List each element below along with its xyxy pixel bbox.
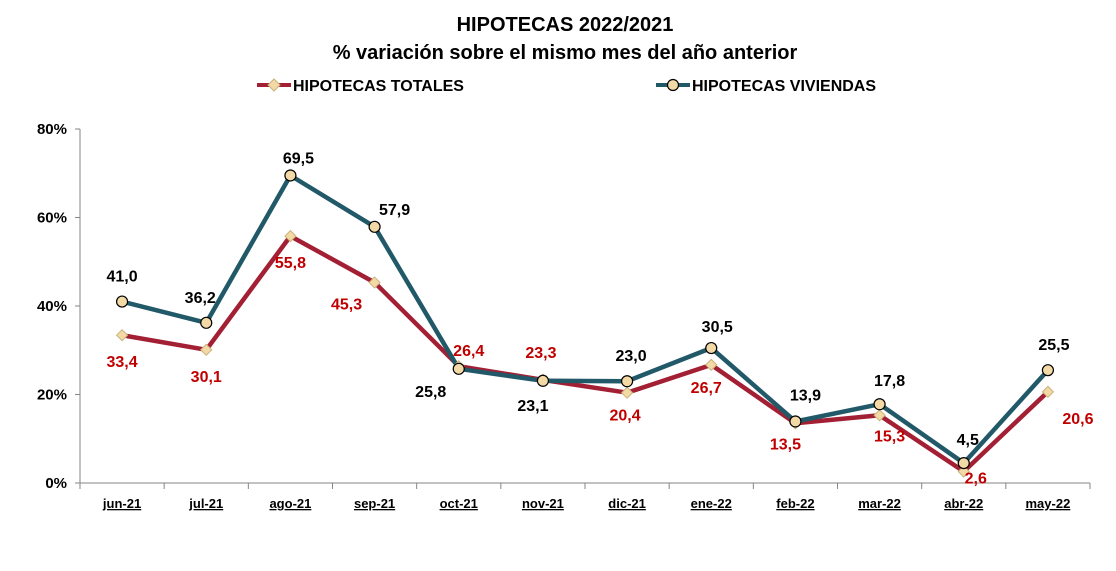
legend-label: HIPOTECAS TOTALES xyxy=(293,78,464,95)
y-tick-label: 40% xyxy=(37,298,67,315)
data-point-hipotecas-viviendas xyxy=(452,362,465,375)
data-label-hipotecas-totales: 26,4 xyxy=(453,343,484,360)
data-point-hipotecas-viviendas xyxy=(115,295,129,308)
legend: HIPOTECAS TOTALES HIPOTECAS VIVIENDAS xyxy=(257,78,876,95)
x-tick-label: nov-21 xyxy=(522,496,564,511)
legend-marker xyxy=(267,78,281,92)
data-label-hipotecas-viviendas: 25,5 xyxy=(1038,337,1069,354)
data-label-hipotecas-totales: 2,6 xyxy=(965,470,987,487)
x-tick-label: mar-22 xyxy=(858,496,901,511)
data-label-hipotecas-totales: 26,7 xyxy=(691,380,722,397)
data-label-hipotecas-totales: 15,3 xyxy=(874,428,905,445)
data-point-hipotecas-viviendas xyxy=(789,415,802,428)
data-point-hipotecas-viviendas xyxy=(200,316,213,329)
x-tick-label: dic-21 xyxy=(608,496,646,511)
data-point-hipotecas-viviendas xyxy=(284,169,297,182)
data-label-hipotecas-totales: 20,4 xyxy=(610,408,641,425)
x-tick-label: feb-22 xyxy=(776,496,814,511)
legend-item-hipotecas-totales: HIPOTECAS TOTALES xyxy=(257,78,464,95)
data-labels: 33,4 30,1 55,8 45,3 26,4 23,3 20,4 26,7 13,5 15,3… xyxy=(107,150,1094,487)
data-point-hipotecas-totales xyxy=(1041,385,1055,399)
data-label-hipotecas-viviendas: 25,8 xyxy=(415,384,446,401)
x-tick-label: jun-21 xyxy=(102,496,141,511)
data-label-hipotecas-viviendas: 30,5 xyxy=(702,319,733,336)
series-layer xyxy=(115,169,1055,478)
data-label-hipotecas-viviendas: 13,9 xyxy=(790,387,821,404)
data-point-hipotecas-totales xyxy=(115,328,129,342)
chart-subtitle: % variación sobre el mismo mes del año a… xyxy=(333,42,798,64)
legend-item-hipotecas-viviendas: HIPOTECAS VIVIENDAS xyxy=(656,78,876,95)
data-point-hipotecas-totales xyxy=(200,343,213,357)
data-point-hipotecas-totales xyxy=(368,276,381,289)
series-line-hipotecas-totales xyxy=(119,233,1051,474)
data-point-hipotecas-totales xyxy=(620,386,634,399)
chart-title: HIPOTECAS 2022/2021 xyxy=(457,14,674,36)
x-tick-label: sep-21 xyxy=(354,496,395,511)
data-point-hipotecas-totales xyxy=(705,358,718,372)
data-label-hipotecas-totales: 45,3 xyxy=(331,297,362,314)
y-tick-label: 60% xyxy=(37,210,67,227)
data-point-hipotecas-viviendas xyxy=(368,220,381,233)
data-label-hipotecas-totales: 55,8 xyxy=(275,255,306,272)
data-label-hipotecas-viviendas: 36,2 xyxy=(185,290,216,307)
data-label-hipotecas-totales: 33,4 xyxy=(107,354,138,371)
data-point-hipotecas-viviendas xyxy=(873,398,886,411)
x-tick-label: may-22 xyxy=(1026,496,1071,511)
data-point-hipotecas-viviendas xyxy=(620,375,634,388)
data-point-hipotecas-viviendas xyxy=(957,456,970,470)
data-label-hipotecas-viviendas: 23,0 xyxy=(616,348,647,365)
y-tick-label: 80% xyxy=(37,121,67,138)
data-label-hipotecas-totales: 23,3 xyxy=(525,345,556,362)
legend-marker xyxy=(666,78,680,92)
x-tick-label: abr-22 xyxy=(944,496,983,511)
data-point-hipotecas-viviendas xyxy=(705,341,718,355)
data-label-hipotecas-totales: 13,5 xyxy=(770,436,801,453)
x-tick-label: jul-21 xyxy=(188,496,223,511)
x-tick-label: ago-21 xyxy=(269,496,311,511)
data-label-hipotecas-totales: 20,6 xyxy=(1062,411,1093,428)
data-point-hipotecas-totales xyxy=(957,465,970,478)
data-label-hipotecas-totales: 30,1 xyxy=(191,369,222,386)
data-point-hipotecas-totales xyxy=(873,409,886,422)
data-point-hipotecas-totales xyxy=(284,229,297,243)
x-tick-label: ene-22 xyxy=(691,496,732,511)
data-label-hipotecas-viviendas: 17,8 xyxy=(874,373,905,390)
data-point-hipotecas-viviendas xyxy=(536,374,550,387)
data-label-hipotecas-viviendas: 57,9 xyxy=(379,202,410,219)
data-label-hipotecas-viviendas: 69,5 xyxy=(283,150,314,167)
axes: 0% 20% 40% 60% 80% jun-21 jul-21 ago-21 sep-21 oc… xyxy=(37,121,1091,511)
data-label-hipotecas-viviendas: 41,0 xyxy=(107,269,138,286)
y-tick-label: 0% xyxy=(45,475,67,492)
legend-label: HIPOTECAS VIVIENDAS xyxy=(692,78,876,95)
data-point-hipotecas-viviendas xyxy=(1041,364,1055,377)
series-line-hipotecas-viviendas xyxy=(119,173,1051,466)
data-label-hipotecas-viviendas: 23,1 xyxy=(517,398,548,415)
data-label-hipotecas-viviendas: 4,5 xyxy=(957,432,979,449)
y-tick-label: 20% xyxy=(37,387,67,404)
x-tick-label: oct-21 xyxy=(440,496,478,511)
